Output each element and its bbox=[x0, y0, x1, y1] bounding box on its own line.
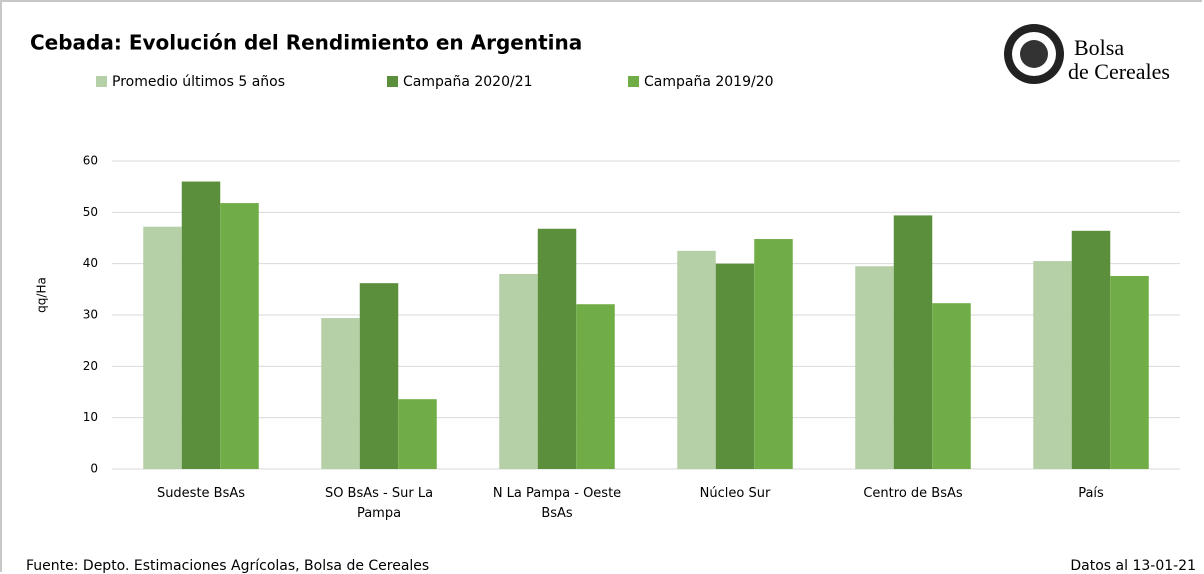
y-tick-label: 20 bbox=[83, 359, 98, 373]
x-tick-label: País bbox=[1078, 486, 1104, 501]
bar bbox=[855, 266, 894, 469]
y-tick-label: 40 bbox=[83, 256, 98, 270]
x-tick-label: SO BsAs - Sur La Pampa bbox=[324, 486, 434, 521]
x-tick-label: Centro de BsAs bbox=[863, 486, 963, 501]
bar bbox=[754, 239, 793, 469]
y-tick-label: 50 bbox=[83, 205, 98, 219]
logo-text: de Cereales bbox=[1068, 59, 1170, 84]
chart-title: Cebada: Evolución del Rendimiento en Arg… bbox=[30, 31, 582, 55]
bar bbox=[220, 203, 259, 470]
bar bbox=[499, 273, 538, 469]
logo-emblem-core bbox=[1020, 40, 1048, 68]
x-tick-label: N La Pampa - Oeste BsAs bbox=[492, 486, 622, 521]
bar bbox=[677, 250, 716, 469]
bar bbox=[1110, 275, 1149, 469]
bar bbox=[181, 181, 221, 470]
x-tick-label: Sudeste BsAs bbox=[156, 486, 246, 501]
y-tick-label: 0 bbox=[90, 462, 98, 476]
y-tick-label: 10 bbox=[83, 410, 98, 424]
legend-swatch bbox=[387, 76, 398, 87]
legend-swatch bbox=[96, 76, 107, 87]
x-tick-label: Núcleo Sur bbox=[699, 486, 771, 501]
bar bbox=[715, 263, 755, 469]
source-note: Fuente: Depto. Estimaciones Agrícolas, B… bbox=[26, 558, 429, 574]
legend-label: Promedio últimos 5 años bbox=[112, 74, 285, 90]
logo-text: Bolsa bbox=[1074, 35, 1124, 60]
bar bbox=[1071, 230, 1111, 469]
bar bbox=[359, 283, 399, 469]
bar bbox=[576, 304, 615, 469]
bar bbox=[1033, 261, 1072, 469]
y-tick-label: 60 bbox=[83, 154, 98, 168]
bar bbox=[537, 228, 577, 469]
bar bbox=[321, 318, 360, 469]
bar bbox=[143, 226, 182, 469]
y-tick-label: 30 bbox=[83, 308, 98, 322]
bar bbox=[398, 399, 437, 469]
legend-label: Campaña 2020/21 bbox=[403, 74, 533, 90]
legend-label: Campaña 2019/20 bbox=[644, 74, 774, 90]
y-axis-label: qq/Ha bbox=[35, 277, 49, 313]
bar bbox=[932, 303, 971, 469]
legend-swatch bbox=[628, 76, 639, 87]
date-note: Datos al 13-01-21 bbox=[1070, 558, 1196, 574]
bar bbox=[893, 215, 933, 469]
